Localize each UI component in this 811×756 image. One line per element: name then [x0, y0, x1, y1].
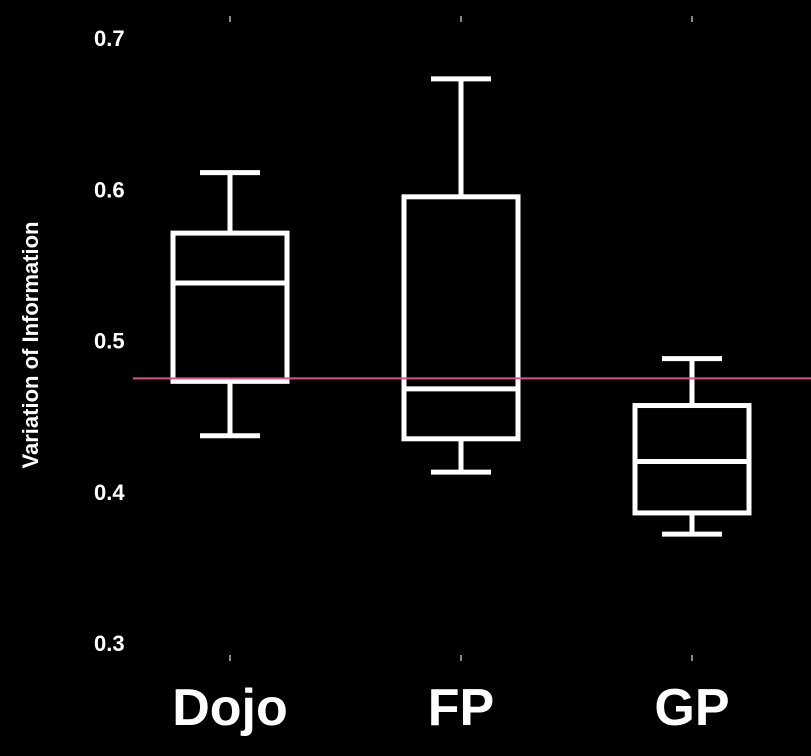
y-axis-label: Variation of Information	[18, 222, 43, 469]
top-tick-marks	[229, 16, 693, 661]
category-labels: Dojo FP GP	[172, 679, 729, 737]
category-label: FP	[428, 679, 494, 737]
y-tick-labels: 0.3 0.4 0.5 0.6 0.7	[94, 26, 125, 656]
iqr-box	[170, 230, 290, 384]
category-label: Dojo	[172, 679, 288, 737]
category-label: GP	[654, 679, 729, 737]
y-tick-label: 0.3	[94, 631, 125, 656]
y-tick-label: 0.4	[94, 480, 125, 505]
y-tick-label: 0.6	[94, 177, 125, 202]
iqr-box	[401, 194, 521, 442]
box-dojo	[170, 170, 290, 439]
box-series	[170, 76, 752, 537]
box-fp	[401, 76, 521, 475]
box-gp	[632, 356, 752, 537]
y-tick-label: 0.5	[94, 329, 125, 354]
y-tick-label: 0.7	[94, 26, 125, 51]
